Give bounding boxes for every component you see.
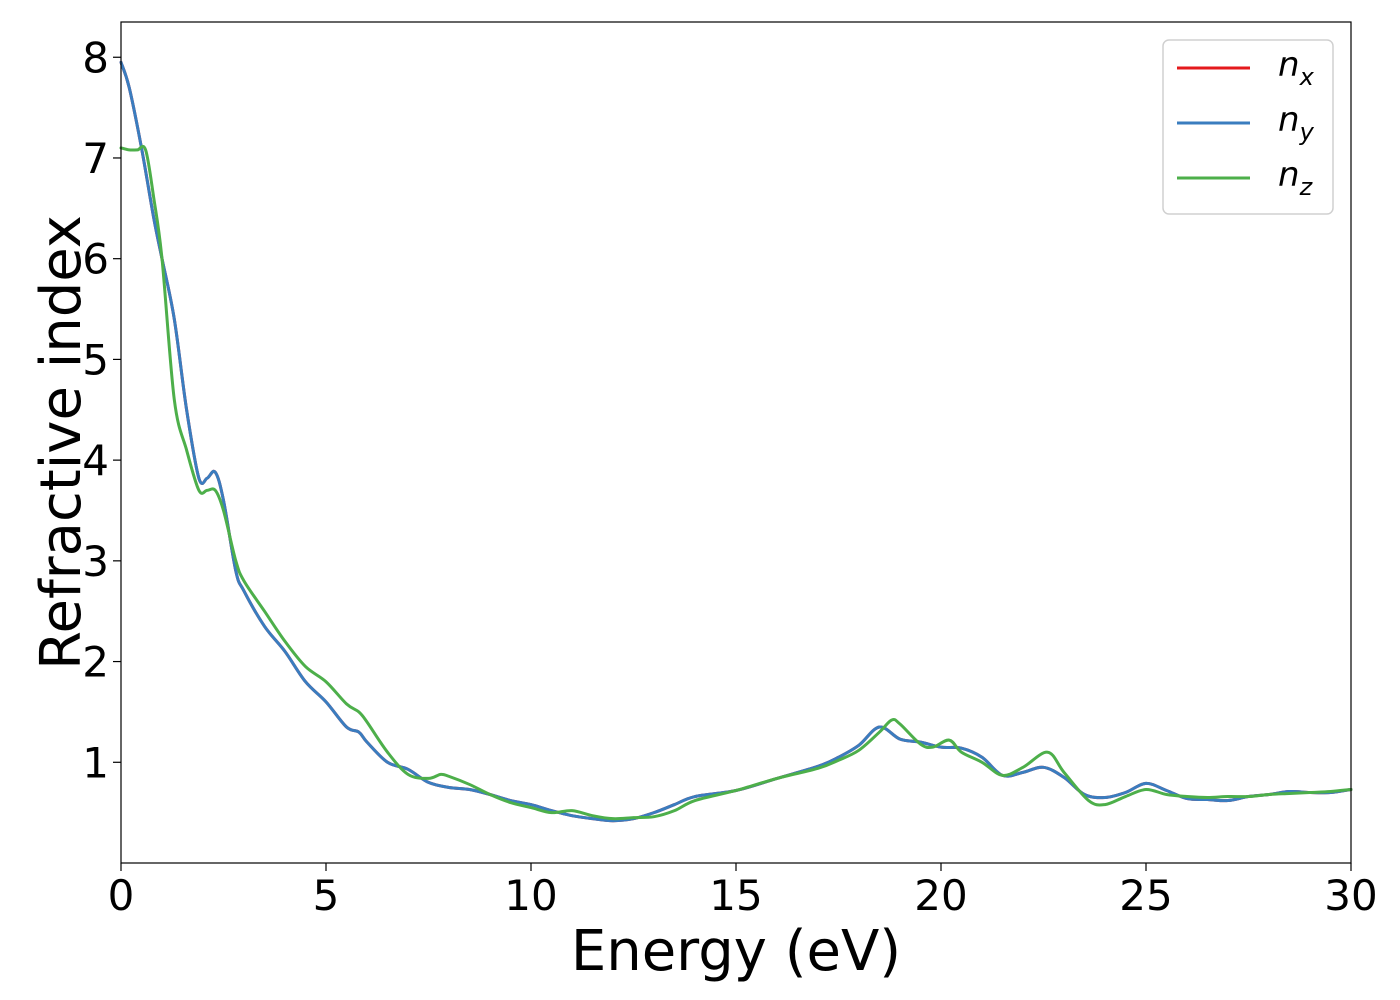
legend-label-nx: nx — [1278, 45, 1315, 91]
x-tick-label: 0 — [108, 871, 135, 920]
x-tick-label: 25 — [1119, 871, 1172, 920]
y-tick-label: 3 — [82, 537, 109, 586]
legend-label-nz: nz — [1278, 155, 1314, 201]
y-tick-label: 4 — [82, 436, 109, 485]
x-tick-label: 20 — [914, 871, 967, 920]
x-tick-label: 15 — [709, 871, 762, 920]
y-tick-label: 8 — [82, 33, 109, 82]
y-tick-label: 1 — [82, 738, 109, 787]
y-tick-label: 6 — [82, 235, 109, 284]
series-layer — [119, 60, 1353, 823]
legend: nx ny nz — [1162, 39, 1334, 215]
series-line-nz — [119, 144, 1353, 821]
x-tick-label: 10 — [504, 871, 557, 920]
y-tick-label: 2 — [82, 638, 109, 687]
x-axis-ticks: 0 5 10 15 20 25 30 — [108, 863, 1378, 920]
y-axis-ticks: 1 2 3 4 5 6 7 8 — [82, 33, 121, 787]
legend-label-ny: ny — [1278, 100, 1315, 146]
y-tick-label: 5 — [82, 335, 109, 384]
y-axis-label: Refractive index — [29, 215, 94, 670]
x-axis-label: Energy (eV) — [571, 919, 901, 984]
legend-box — [1162, 39, 1334, 215]
y-tick-label: 7 — [82, 134, 109, 183]
x-tick-label: 30 — [1324, 871, 1377, 920]
x-tick-label: 5 — [313, 871, 340, 920]
